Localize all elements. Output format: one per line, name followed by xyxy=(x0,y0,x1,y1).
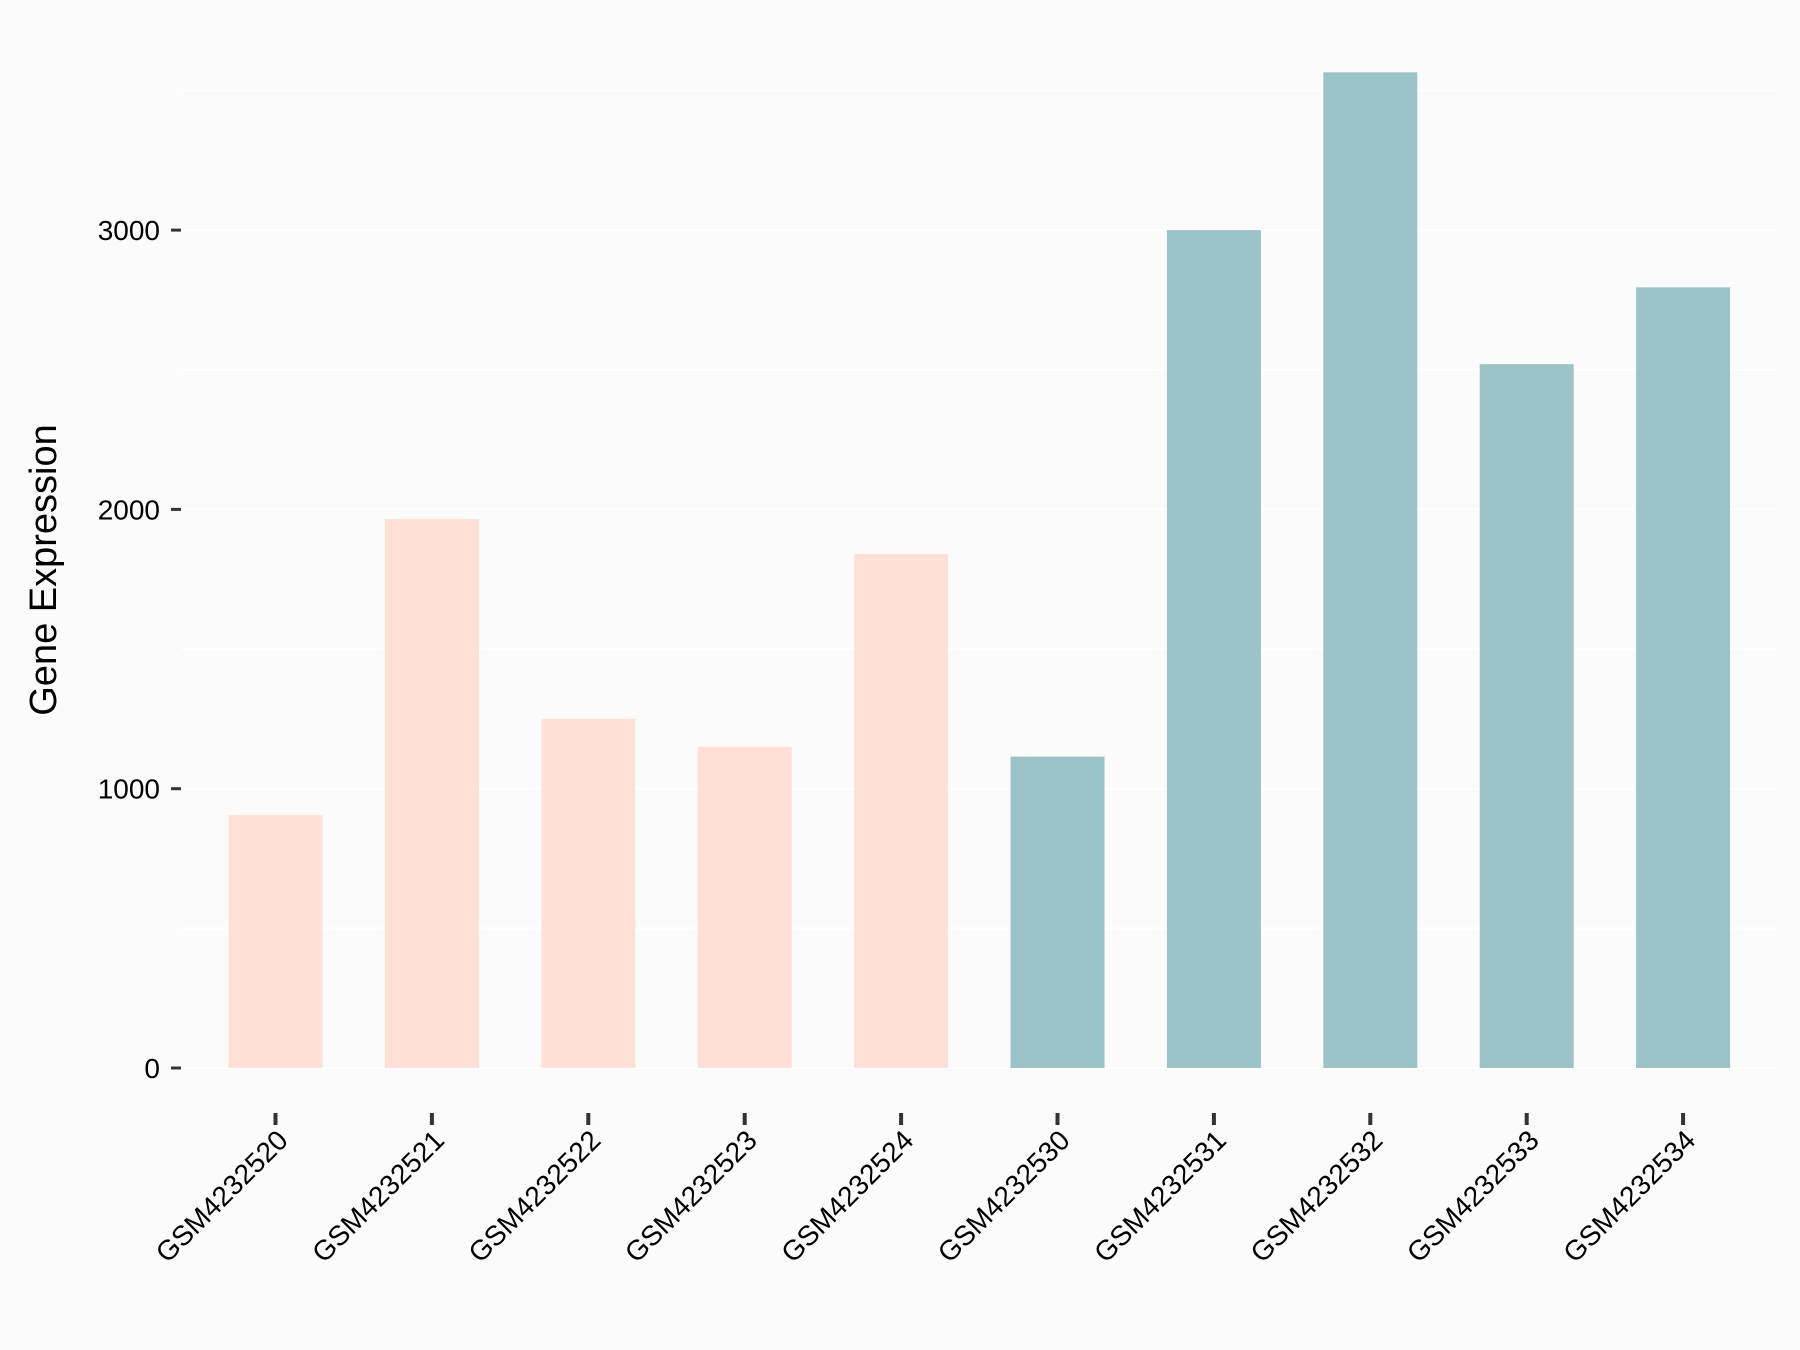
bar xyxy=(228,815,323,1068)
bar xyxy=(1479,364,1574,1068)
bar xyxy=(1010,756,1105,1068)
bar xyxy=(384,519,479,1068)
y-tick-label: 2000 xyxy=(98,494,160,525)
bars xyxy=(228,72,1731,1069)
bar xyxy=(854,554,949,1068)
y-tick-label: 1000 xyxy=(98,774,160,805)
bar xyxy=(541,718,636,1068)
bar xyxy=(1636,287,1731,1068)
y-tick-label: 0 xyxy=(144,1053,160,1084)
y-axis-title: Gene Expression xyxy=(23,424,65,716)
y-tick-label: 3000 xyxy=(98,215,160,246)
bar xyxy=(697,746,792,1068)
bar xyxy=(1166,230,1261,1069)
bar xyxy=(1323,72,1418,1068)
y-axis: 0 1000 2000 3000 xyxy=(98,215,181,1084)
